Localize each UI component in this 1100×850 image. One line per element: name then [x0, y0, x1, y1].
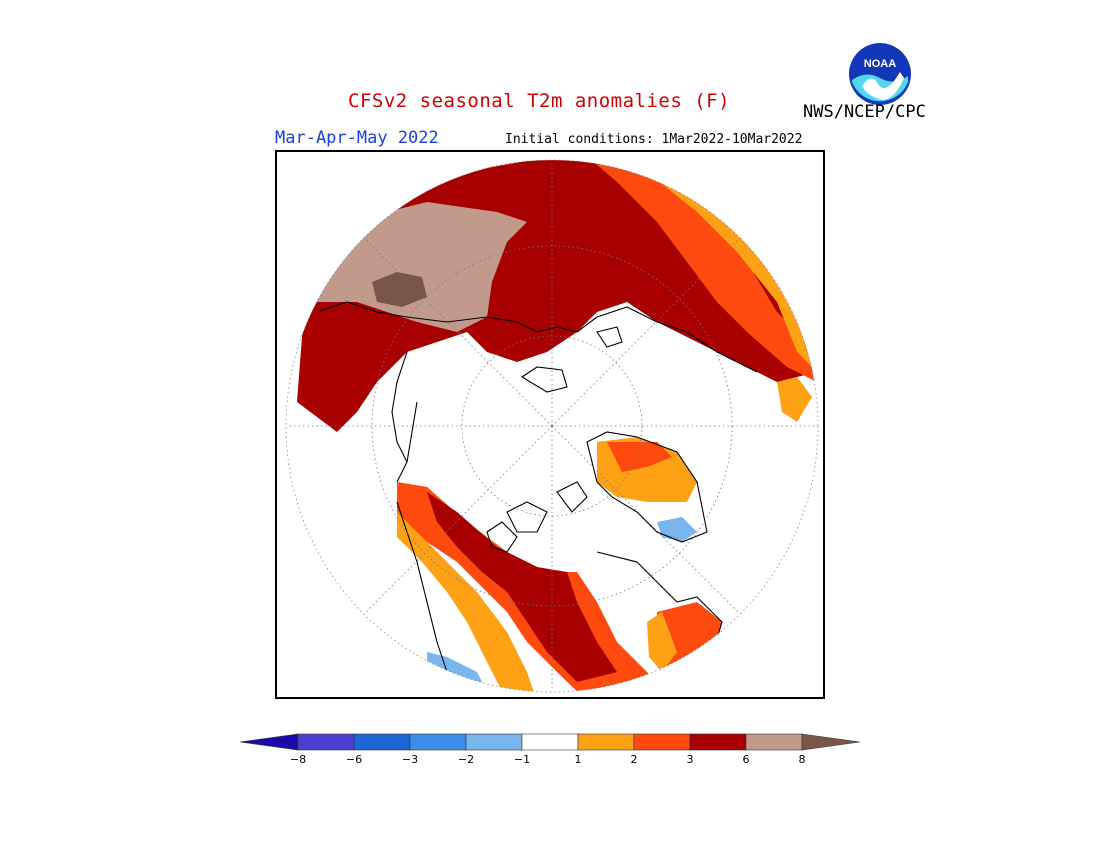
colorbar-bin [577, 733, 635, 751]
season-label: Mar-Apr-May 2022 [275, 128, 439, 148]
colorbar-tick-label: 8 [798, 753, 806, 766]
graticule [286, 160, 818, 692]
colorbar-bin [465, 733, 523, 751]
colorbar-tick-label: 1 [574, 753, 582, 766]
anomaly-region-east-siberia-orange [582, 160, 817, 382]
colorbar-tick-label: −2 [457, 753, 475, 766]
anomaly-map-svg [285, 159, 819, 693]
noaa-logo: NOAA [849, 43, 911, 105]
colorbar-tick-label: −3 [401, 753, 419, 766]
colorbar-tick-label: −8 [289, 753, 307, 766]
colorbar-bin [745, 733, 803, 751]
colorbar-bin [409, 733, 467, 751]
colorbar-bin [521, 733, 579, 751]
colorbar-tick-label: −6 [345, 753, 363, 766]
initial-conditions-label: Initial conditions: 1Mar2022-10Mar2022 [505, 132, 803, 147]
colorbar-tick-label: 2 [630, 753, 638, 766]
map-boundary [285, 159, 819, 693]
anomaly-region-canada-core [427, 492, 617, 682]
colorbar-tick-label: −1 [513, 753, 531, 766]
colorbar-arrow-low [239, 733, 299, 751]
colorbar-arrow-high [801, 733, 861, 751]
anomaly-region-north-pacific-cool [427, 652, 492, 692]
polar-map [275, 150, 825, 699]
colorbar-bin [633, 733, 691, 751]
colorbar-tick-label: 6 [742, 753, 750, 766]
colorbar-bin [297, 733, 355, 751]
colorbar-bin [689, 733, 747, 751]
anomaly-region-pacific-edge [397, 512, 537, 692]
colorbar-bin [353, 733, 411, 751]
organization-label: NWS/NCEP/CPC [803, 102, 926, 122]
map-title: CFSv2 seasonal T2m anomalies (F) [348, 90, 731, 112]
svg-text:NOAA: NOAA [864, 58, 896, 70]
anomaly-region-scandinavia-core [372, 272, 427, 307]
colorbar-tick-label: 3 [686, 753, 694, 766]
coastlines [316, 301, 758, 692]
colorbar [239, 733, 861, 751]
anomaly-region-atlantic-orange [647, 612, 677, 672]
anomaly-region-japan [777, 377, 812, 422]
anomaly-region-greenland-red [607, 442, 672, 472]
